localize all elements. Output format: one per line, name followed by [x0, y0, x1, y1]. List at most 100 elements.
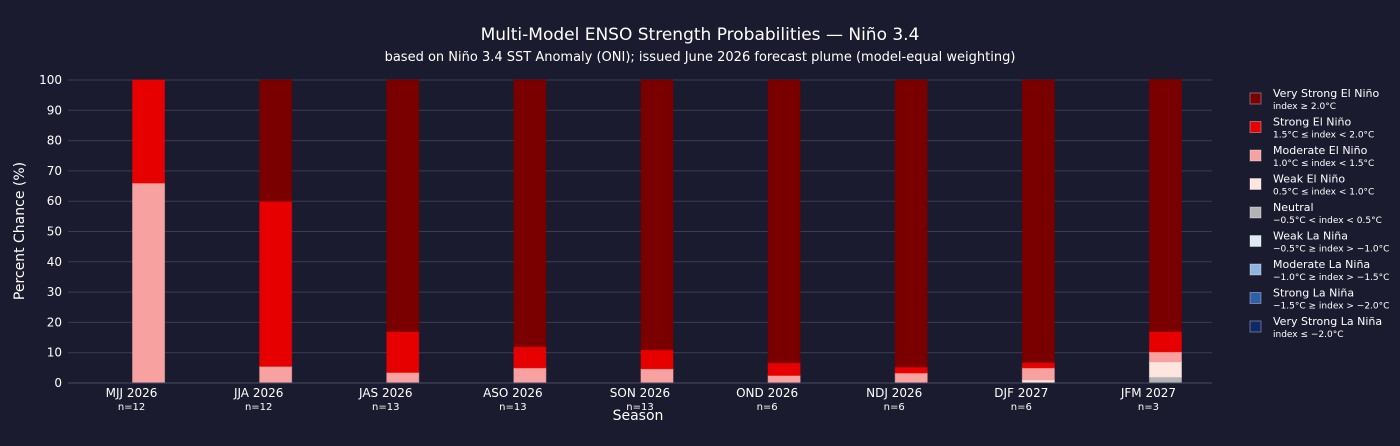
legend-range: index ≤ −2.0°C	[1273, 330, 1344, 340]
bar-moderate-el-nino-djf-2027	[1021, 367, 1055, 381]
x-tick-label: OND 2026	[736, 386, 798, 400]
legend-label: Strong El Niño	[1273, 116, 1352, 129]
bar-moderate-el-nino-jja-2026	[259, 365, 293, 384]
x-tick-count: n=13	[372, 402, 399, 413]
x-tick-label: MJJ 2026	[106, 386, 158, 400]
x-tick-label: SON 2026	[610, 386, 670, 400]
bar-moderate-el-nino-son-2026	[640, 368, 674, 384]
bar-strong-el-nino-ndj-2026	[894, 366, 928, 374]
bar-very-strong-el-nino-ndj-2026	[894, 79, 928, 368]
x-tick-count: n=13	[499, 402, 526, 413]
legend-range: index ≥ 2.0°C	[1273, 102, 1336, 112]
legend-label: Moderate La Niña	[1273, 258, 1370, 271]
bar-stack-son-2026	[640, 79, 674, 384]
bar-moderate-el-nino-mjj-2026	[132, 182, 166, 384]
x-tick-count: n=13	[626, 402, 653, 413]
legend-swatch	[1249, 320, 1262, 333]
bar-very-strong-el-nino-aso-2026	[513, 79, 547, 348]
bar-stack-jas-2026	[386, 79, 420, 384]
legend-swatch	[1249, 92, 1262, 105]
legend-label: Neutral	[1273, 201, 1314, 214]
bar-weak-el-nino-jfm-2027	[1148, 361, 1182, 378]
legend-range: −0.5°C ≥ index > −1.0°C	[1273, 245, 1389, 255]
bar-very-strong-el-nino-ond-2026	[767, 79, 801, 364]
bar-moderate-el-nino-aso-2026	[513, 367, 547, 384]
bar-strong-el-nino-aso-2026	[513, 346, 547, 369]
bar-strong-el-nino-jja-2026	[259, 200, 293, 367]
legend-label: Very Strong La Niña	[1273, 315, 1382, 328]
y-tick-label: 0	[54, 376, 62, 390]
legend-swatch	[1249, 292, 1262, 304]
bar-stack-jfm-2027	[1148, 78, 1182, 384]
x-tick-count: n=6	[884, 402, 905, 413]
legend-range: −1.0°C ≥ index > −1.5°C	[1273, 273, 1389, 283]
y-tick-label: 100	[39, 73, 62, 87]
legend-swatch	[1249, 178, 1262, 190]
y-tick-label: 30	[47, 285, 62, 299]
y-gridlines	[68, 79, 1212, 354]
bar-moderate-el-nino-jas-2026	[386, 371, 420, 384]
legend-item-weak-el-nino[interactable]: Weak El Niño 0.5°C ≤ index < 1.0°C	[1249, 173, 1374, 198]
legend-range: −1.5°C ≥ index > −2.0°C	[1273, 302, 1389, 312]
x-tick-count: n=3	[1138, 402, 1159, 413]
legend-range: −0.5°C < index < 0.5°C	[1273, 216, 1382, 226]
bar-stack-ndj-2026	[894, 79, 928, 384]
x-axis-categories: MJJ 2026 n=12 JJA 2026 n=12 JAS 2026 n=13 ASO …	[106, 386, 1176, 413]
chart-subtitle: based on Niño 3.4 SST Anomaly (ONI); iss…	[385, 50, 1016, 65]
x-tick-count: n=12	[118, 402, 145, 413]
legend-swatch	[1249, 206, 1262, 219]
legend-range: 0.5°C ≤ index < 1.0°C	[1273, 188, 1374, 198]
legend-item-strong-la-nina[interactable]: Strong La Niña −1.5°C ≥ index > −2.0°C	[1249, 287, 1389, 312]
bar-strong-el-nino-mjj-2026	[132, 79, 166, 184]
x-tick-label: JFM 2027	[1120, 386, 1176, 400]
bar-very-strong-el-nino-son-2026	[640, 79, 674, 351]
x-tick-count: n=12	[245, 402, 272, 413]
bar-strong-el-nino-djf-2027	[1021, 361, 1055, 369]
legend-item-very-strong-la-nina[interactable]: Very Strong La Niña index ≤ −2.0°C	[1249, 315, 1382, 340]
legend-item-strong-el-nino[interactable]: Strong El Niño 1.5°C ≤ index < 2.0°C	[1249, 116, 1374, 141]
legend-label: Moderate El Niño	[1273, 144, 1368, 157]
x-tick-count: n=6	[757, 402, 778, 413]
y-axis-label: Percent Chance (%)	[12, 162, 28, 300]
bar-moderate-el-nino-ndj-2026	[894, 372, 928, 384]
bar-neutral-jfm-2027	[1148, 376, 1182, 384]
bar-stack-mjj-2026	[132, 79, 166, 384]
bar-moderate-el-nino-ond-2026	[767, 374, 801, 384]
bar-stack-ond-2026	[767, 79, 801, 384]
bar-very-strong-el-nino-jja-2026	[259, 79, 293, 202]
legend-item-neutral[interactable]: Neutral −0.5°C < index < 0.5°C	[1249, 201, 1382, 226]
bar-strong-el-nino-son-2026	[640, 349, 674, 370]
legend-label: Very Strong El Niño	[1273, 87, 1379, 100]
legend-swatch	[1249, 235, 1262, 247]
legend-range: 1.5°C ≤ index < 2.0°C	[1273, 131, 1374, 141]
legend-item-moderate-el-nino[interactable]: Moderate El Niño 1.0°C ≤ index < 1.5°C	[1249, 144, 1374, 169]
y-tick-label: 50	[47, 225, 62, 239]
legend-label: Strong La Niña	[1273, 287, 1354, 300]
y-tick-label: 70	[47, 164, 62, 178]
legend-item-moderate-la-nina[interactable]: Moderate La Niña −1.0°C ≥ index > −1.5°C	[1249, 258, 1389, 283]
x-axis-label: Season	[613, 408, 664, 424]
legend-label: Weak La Niña	[1273, 230, 1348, 243]
legend-item-weak-la-nina[interactable]: Weak La Niña −0.5°C ≥ index > −1.0°C	[1249, 230, 1389, 255]
bar-moderate-el-nino-jfm-2027	[1148, 351, 1182, 363]
legend-item-very-strong-el-nino[interactable]: Very Strong El Niño index ≥ 2.0°C	[1249, 87, 1379, 112]
bar-strong-el-nino-jas-2026	[386, 330, 420, 373]
bar-strong-el-nino-ond-2026	[767, 362, 801, 376]
chart-title: Multi-Model ENSO Strength Probabilities …	[481, 25, 920, 45]
legend-swatch	[1249, 263, 1262, 276]
y-tick-label: 40	[47, 255, 62, 269]
legend-swatch	[1249, 149, 1262, 162]
y-tick-label: 10	[47, 346, 62, 360]
y-tick-label: 90	[47, 103, 62, 117]
y-tick-label: 80	[47, 134, 62, 148]
x-tick-label: DJF 2027	[994, 386, 1048, 400]
x-tick-label: JJA 2026	[233, 386, 283, 400]
bar-stack-aso-2026	[513, 79, 547, 384]
bar-stack-jja-2026	[259, 79, 293, 384]
legend: Very Strong El Niño index ≥ 2.0°C Strong E…	[1249, 87, 1389, 340]
x-tick-label: JAS 2026	[358, 386, 413, 400]
bar-strong-el-nino-jfm-2027	[1148, 330, 1182, 353]
legend-label: Weak El Niño	[1273, 173, 1345, 186]
